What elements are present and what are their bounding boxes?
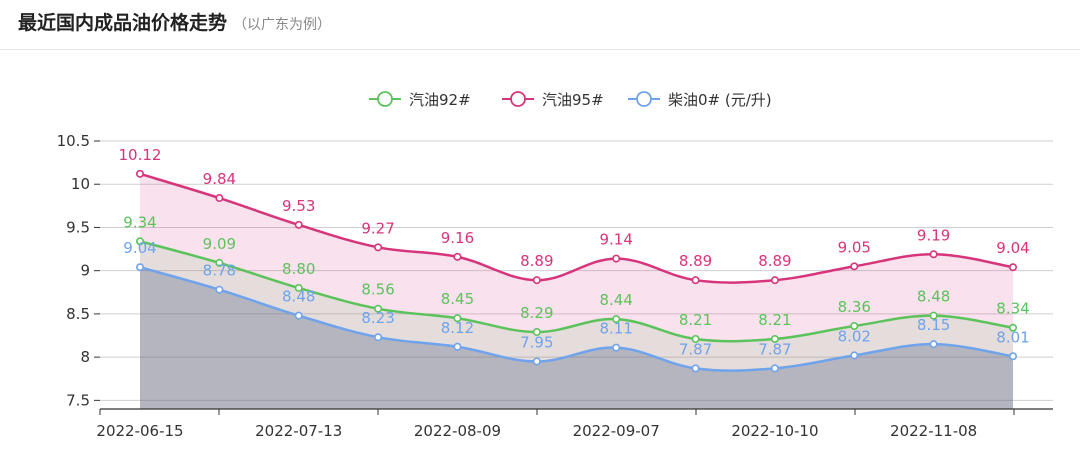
data-label: 8.56 [361, 281, 394, 299]
data-label: 10.12 [119, 146, 162, 164]
data-point [1008, 323, 1017, 332]
data-point [850, 322, 859, 331]
data-point [691, 276, 700, 285]
y-tick-label: 9 [80, 262, 90, 280]
data-point [294, 311, 303, 320]
data-label: 8.48 [917, 288, 950, 306]
data-point [374, 333, 383, 342]
data-point [215, 194, 224, 203]
data-label: 9.84 [203, 170, 236, 188]
y-tick-label: 10 [71, 175, 90, 193]
data-label: 8.89 [520, 252, 553, 270]
y-tick-label: 8.5 [66, 305, 90, 323]
x-tick-label: 2022-08-09 [414, 422, 501, 440]
data-point [612, 254, 621, 263]
data-point [929, 340, 938, 349]
legend-marker [510, 91, 526, 107]
data-label: 9.09 [203, 235, 236, 253]
data-point [374, 304, 383, 313]
data-point [215, 285, 224, 294]
data-point [532, 328, 541, 337]
data-point [453, 314, 462, 323]
x-tick-label: 2022-07-13 [255, 422, 342, 440]
data-point [691, 334, 700, 343]
data-label: 8.34 [996, 300, 1029, 318]
data-label: 9.34 [123, 213, 156, 231]
legend-label: 柴油0# (元/升) [668, 91, 772, 109]
header-bar: 最近国内成品油价格走势 （以广东为例） [0, 0, 1080, 50]
data-point [1008, 352, 1017, 361]
data-label: 7.87 [679, 340, 712, 358]
data-point [215, 258, 224, 267]
legend-label: 汽油95# [542, 91, 604, 109]
data-point [770, 334, 779, 343]
data-point [850, 351, 859, 360]
data-point [453, 252, 462, 261]
data-label: 8.23 [361, 309, 394, 327]
data-point [691, 364, 700, 373]
data-point [136, 169, 145, 178]
data-point [929, 311, 938, 320]
data-point [453, 342, 462, 351]
data-point [294, 220, 303, 229]
data-point [532, 357, 541, 366]
data-point [136, 237, 145, 246]
data-label: 8.02 [838, 327, 871, 345]
series-line-1 [139, 172, 1014, 284]
data-label: 8.01 [996, 328, 1029, 346]
page-title: 最近国内成品油价格走势 （以广东为例） [18, 8, 331, 35]
y-tick-label: 10.5 [57, 132, 90, 150]
data-label: 9.16 [441, 229, 474, 247]
data-label: 8.29 [520, 304, 553, 322]
data-label: 9.04 [123, 239, 156, 257]
data-label: 8.48 [282, 288, 315, 306]
data-point [1008, 263, 1017, 272]
series-area-2 [140, 267, 1013, 409]
data-label: 8.45 [441, 290, 474, 308]
data-label: 7.95 [520, 333, 553, 351]
data-label: 8.89 [758, 252, 791, 270]
data-point [532, 276, 541, 285]
page-subtitle: （以广东为例） [233, 17, 332, 33]
series-area-1 [140, 173, 1013, 409]
data-label: 9.27 [361, 219, 394, 237]
data-label: 8.12 [441, 319, 474, 337]
data-label: 9.14 [599, 231, 632, 249]
x-tick-label: 2022-09-07 [573, 422, 660, 440]
data-label: 7.87 [758, 340, 791, 358]
legend-label: 汽油92# [409, 91, 471, 109]
data-label: 8.21 [758, 311, 791, 329]
data-label: 8.80 [282, 260, 315, 278]
y-tick-label: 8 [80, 348, 90, 366]
data-point [770, 364, 779, 373]
data-point [294, 283, 303, 292]
data-label: 8.15 [917, 316, 950, 334]
data-point [136, 263, 145, 272]
data-label: 8.36 [838, 298, 871, 316]
data-label: 8.78 [203, 262, 236, 280]
data-label: 9.53 [282, 197, 315, 215]
y-tick-label: 7.5 [66, 391, 90, 409]
data-point [770, 276, 779, 285]
data-label: 8.89 [679, 252, 712, 270]
page-title-text: 最近国内成品油价格走势 [18, 12, 228, 34]
data-point [612, 315, 621, 324]
x-tick-label: 2022-11-08 [890, 422, 977, 440]
legend-marker [377, 91, 393, 107]
x-tick-label: 2022-06-15 [96, 422, 183, 440]
y-tick-label: 9.5 [66, 218, 90, 236]
data-label: 8.11 [599, 320, 632, 338]
data-label: 9.04 [996, 239, 1029, 257]
legend-marker [636, 91, 652, 107]
data-label: 8.21 [679, 311, 712, 329]
x-tick-label: 2022-10-10 [731, 422, 818, 440]
data-label: 9.19 [917, 226, 950, 244]
data-point [929, 250, 938, 259]
data-point [612, 343, 621, 352]
data-point [374, 243, 383, 252]
data-point [850, 262, 859, 271]
data-label: 9.05 [838, 238, 871, 256]
data-label: 8.44 [599, 291, 632, 309]
